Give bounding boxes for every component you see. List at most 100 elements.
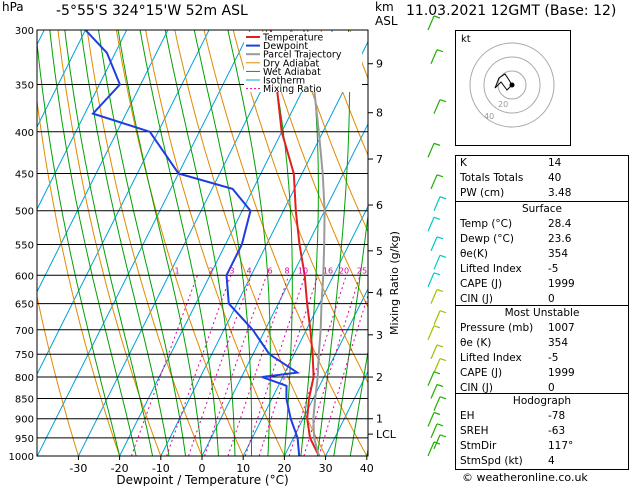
hp-label: EH (460, 410, 475, 422)
mixing-ratio-label: 2 (208, 266, 213, 275)
hp-value: -63 (548, 425, 566, 437)
mixing-ratio-line (204, 275, 268, 456)
height-km-label: 1 (376, 413, 383, 426)
index-label: PW (cm) (460, 187, 505, 199)
legend-entry: Mixing Ratio (263, 84, 322, 95)
height-km-label: 7 (376, 153, 383, 166)
surface-label: CIN (J) (460, 293, 493, 305)
mu-value: 1999 (548, 367, 575, 379)
height-km-label: 6 (376, 199, 383, 212)
wind-barb-shaft (427, 143, 435, 158)
wet-adiabat-line (49, 30, 137, 456)
mixing-ratio-label: 3 (229, 266, 234, 275)
index-label: K (460, 157, 467, 169)
wind-barb-shaft (430, 289, 438, 304)
mu-value: -5 (548, 352, 559, 364)
wind-barb-shaft (433, 255, 441, 270)
temperature-tick-label: 10 (236, 462, 250, 475)
hodo-params-title: Hodograph (512, 395, 572, 407)
dry-adiabat-line (86, 30, 203, 456)
surface-value: 0 (548, 293, 555, 305)
temperature-tick-label: -20 (111, 462, 129, 475)
mixing-ratio-line (288, 275, 347, 456)
wet-adiabat-line (227, 30, 271, 456)
wind-barb-flag (436, 423, 444, 427)
mixing-ratio-label: 20 (339, 266, 349, 275)
wet-adiabat-line (316, 30, 351, 456)
temperature-tick-label: 20 (277, 462, 291, 475)
legend-entry: Parcel Trajectory (263, 50, 342, 61)
wet-adiabat-line (64, 30, 154, 456)
series-parcel-trajectory (302, 30, 326, 456)
wind-barb-flag (439, 254, 447, 258)
mixing-ratio-line (244, 275, 306, 456)
pressure-tick-label: 1000 (9, 452, 34, 463)
surface-label: Lifted Index (460, 263, 522, 275)
dry-adiabat-line (291, 30, 368, 233)
wind-barb-flag (436, 174, 444, 178)
mixing-ratio-label: 25 (357, 266, 367, 275)
wet-adiabat-line (193, 30, 253, 456)
mu-label: CIN (J) (460, 382, 493, 394)
isotherm-line (37, 30, 169, 293)
wind-barb-shaft (430, 423, 438, 439)
surface-label: Dewp (°C) (460, 233, 514, 245)
wind-barb-flag (436, 49, 444, 53)
pressure-tick-label: 900 (15, 415, 34, 426)
temperature-tick-label: 40 (360, 462, 374, 475)
hodograph: kt 20 40 (455, 30, 571, 146)
wet-adiabat-line (80, 30, 170, 456)
height-unit-label: km (375, 0, 394, 14)
hp-label: SREH (460, 425, 489, 437)
hp-value: 117° (548, 440, 574, 452)
pressure-tick-label: 700 (15, 326, 34, 337)
wind-barb-shaft (427, 217, 435, 232)
isotherm-line (201, 122, 368, 456)
surface-title: Surface (521, 203, 562, 215)
wet-adiabat-line (97, 30, 186, 456)
pressure-tick-label: 800 (15, 373, 34, 384)
wet-adiabat-line (333, 211, 368, 456)
mixing-ratio-label: 4 (246, 266, 251, 275)
isotherm-line (242, 205, 368, 456)
height-km-label: 9 (376, 58, 383, 71)
wind-barb-flag (439, 396, 447, 400)
legend-background (244, 32, 362, 92)
series-dewpoint (84, 30, 301, 456)
wind-barb-shaft (427, 272, 435, 288)
hp-value: 4 (548, 455, 555, 467)
wind-barb-shaft (427, 15, 435, 31)
mu-label: θe (K) (460, 337, 492, 349)
wind-barb-flag (433, 216, 441, 220)
wind-barb-flag (439, 196, 447, 200)
hodograph-ring (483, 56, 541, 114)
most-unstable-title: Most Unstable (504, 307, 580, 319)
wind-barb-shaft (427, 441, 435, 457)
pressure-tick-label: 950 (15, 434, 34, 445)
mu-label: Lifted Index (460, 352, 522, 364)
temperature-tick-label: 30 (319, 462, 333, 475)
surface-value: 23.6 (548, 233, 572, 245)
mixing-ratio-label: 16 (323, 266, 333, 275)
height-km-label: 5 (376, 245, 383, 258)
index-value: 40 (548, 172, 562, 184)
surface-value: 354 (548, 248, 569, 260)
mixing-ratio-line (227, 275, 290, 456)
dry-adiabat-line (37, 97, 121, 456)
mixing-ratio-label: 6 (267, 266, 272, 275)
dry-adiabat-line (320, 30, 368, 157)
dry-adiabat-line (57, 30, 162, 456)
wind-barb-flag (436, 383, 444, 388)
wind-barb-shaft (427, 325, 435, 341)
wind-barb-shaft (433, 196, 441, 211)
wind-barb-flag (439, 434, 447, 438)
mixing-ratio-line (166, 275, 232, 456)
legend-entry: Temperature (262, 33, 323, 44)
mixing-ratio-line (318, 293, 368, 456)
index-label: Totals Totals (460, 172, 524, 184)
height-km-label: LCL (376, 428, 397, 441)
height-km-label: 4 (376, 287, 383, 300)
wind-barb-flag (433, 441, 441, 445)
surface-box: Surface Temp (°C) 28.4 Dewp (°C) 23.6 θe(K… (455, 201, 629, 308)
hodo-params-box: Hodograph EH -78 SREH -63 StmDir 117° StmSp… (455, 393, 629, 470)
